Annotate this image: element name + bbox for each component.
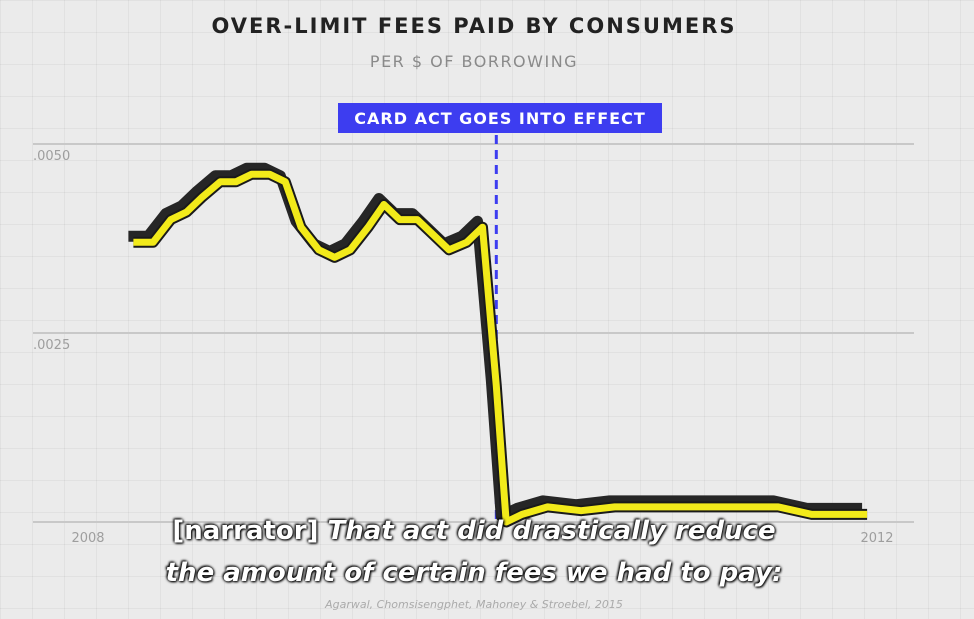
chart-title: OVER-LIMIT FEES PAID BY CONSUMERS xyxy=(211,14,737,38)
chart-subtitle: PER $ OF BORROWING xyxy=(369,52,579,71)
caption-text-2: the amount of certain fees we had to pay… xyxy=(165,558,783,588)
subtitle-caption-line-1: [narrator] That act did drastically redu… xyxy=(0,516,948,546)
gridlines xyxy=(33,143,914,523)
y-tick-label: .0050 xyxy=(33,149,70,164)
series-line xyxy=(133,170,868,526)
source-citation: Agarwal, Chomsisengphet, Mahoney & Stroe… xyxy=(325,598,623,611)
caption-text-1: That act did drastically reduce xyxy=(327,516,776,546)
card-act-annotation-label: CARD ACT GOES INTO EFFECT xyxy=(338,103,662,133)
y-tick-label: .0025 xyxy=(33,338,70,353)
caption-speaker: [narrator] xyxy=(172,516,319,546)
subtitle-caption-line-2: the amount of certain fees we had to pay… xyxy=(0,558,948,588)
series-group xyxy=(128,162,868,528)
x-tick-label: 2008 xyxy=(71,531,104,546)
x-tick-label: 2012 xyxy=(860,531,893,546)
tick-labels: .0050 .0025 2008 2012 xyxy=(33,149,894,546)
